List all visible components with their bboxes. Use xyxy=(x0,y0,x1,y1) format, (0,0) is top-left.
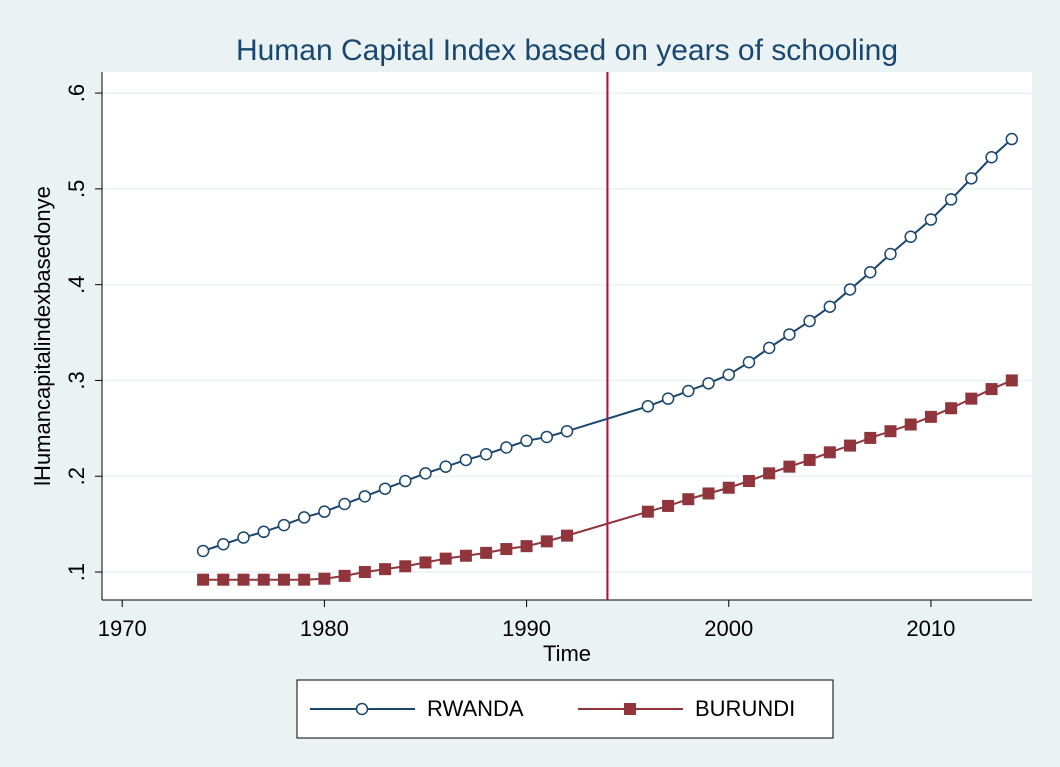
marker xyxy=(823,300,837,313)
marker xyxy=(480,546,493,559)
marker xyxy=(520,540,533,553)
marker xyxy=(884,425,897,438)
marker xyxy=(803,314,816,328)
marker xyxy=(196,544,210,558)
marker xyxy=(318,505,331,518)
marker xyxy=(823,446,836,459)
marker xyxy=(540,430,554,444)
marker xyxy=(662,499,675,512)
x-tick-label: 2010 xyxy=(906,616,955,641)
marker xyxy=(985,151,998,164)
marker xyxy=(237,531,250,544)
marker xyxy=(439,460,452,473)
marker xyxy=(459,453,473,467)
marker xyxy=(217,573,230,586)
marker xyxy=(338,497,351,511)
marker xyxy=(924,410,937,423)
marker xyxy=(945,402,958,415)
marker xyxy=(904,418,917,431)
marker xyxy=(379,563,392,576)
marker xyxy=(277,573,290,586)
marker xyxy=(338,569,351,582)
marker xyxy=(702,377,715,390)
y-tick-label: .1 xyxy=(64,563,89,581)
marker xyxy=(479,447,493,461)
marker xyxy=(763,467,776,480)
marker xyxy=(257,525,270,539)
y-tick-label: .6 xyxy=(64,84,89,102)
marker xyxy=(561,529,573,542)
marker xyxy=(257,573,270,586)
marker xyxy=(843,283,857,296)
marker xyxy=(439,552,452,565)
marker xyxy=(702,487,715,500)
marker xyxy=(924,213,938,226)
marker xyxy=(419,467,432,480)
marker xyxy=(318,572,331,585)
marker xyxy=(864,265,877,279)
marker xyxy=(965,172,978,185)
x-axis-label: Time xyxy=(543,641,591,666)
marker xyxy=(904,230,917,244)
marker xyxy=(358,566,371,579)
x-tick-label: 1980 xyxy=(300,616,349,641)
x-tick-label: 1990 xyxy=(502,616,551,641)
marker xyxy=(378,482,392,495)
y-tick-label: .3 xyxy=(64,371,89,389)
marker xyxy=(217,537,230,551)
marker xyxy=(399,560,412,573)
marker xyxy=(358,490,372,503)
marker xyxy=(1005,132,1019,146)
y-tick-label: .5 xyxy=(64,180,89,198)
marker xyxy=(1005,374,1018,387)
x-tick-label: 2000 xyxy=(704,616,753,641)
y-axis-label: lHumancapitalindexbasedonye xyxy=(30,186,55,486)
marker xyxy=(298,573,311,586)
marker xyxy=(722,368,735,381)
marker xyxy=(500,441,513,454)
marker xyxy=(965,392,978,405)
marker xyxy=(742,355,756,369)
marker xyxy=(864,431,877,444)
marker xyxy=(197,573,210,586)
marker xyxy=(500,543,513,556)
plot-area xyxy=(102,72,1032,600)
marker xyxy=(237,573,250,586)
marker xyxy=(297,511,311,524)
marker xyxy=(944,193,958,206)
marker xyxy=(399,474,412,488)
marker xyxy=(985,383,998,396)
marker xyxy=(459,549,472,562)
chart-title: Human Capital Index based on years of sc… xyxy=(236,34,898,67)
marker xyxy=(803,453,816,466)
marker xyxy=(520,434,533,448)
marker xyxy=(722,481,735,494)
y-tick-label: .4 xyxy=(64,275,89,293)
marker xyxy=(762,341,776,355)
legend-marker xyxy=(355,702,369,716)
legend-marker xyxy=(624,703,636,715)
legend-label: RWANDA xyxy=(427,696,524,721)
x-tick-label: 1970 xyxy=(98,616,147,641)
marker xyxy=(884,247,897,261)
marker xyxy=(641,400,655,413)
marker xyxy=(783,460,796,473)
legend-label: BURUNDI xyxy=(695,696,795,721)
marker xyxy=(682,493,695,506)
marker xyxy=(844,439,857,452)
marker xyxy=(742,475,755,488)
marker xyxy=(560,424,574,438)
y-tick-label: .2 xyxy=(64,467,89,485)
marker xyxy=(540,535,553,548)
marker xyxy=(419,556,432,569)
marker xyxy=(661,392,675,405)
marker xyxy=(277,518,291,532)
marker xyxy=(682,384,695,398)
marker xyxy=(641,505,654,518)
marker xyxy=(783,328,796,341)
